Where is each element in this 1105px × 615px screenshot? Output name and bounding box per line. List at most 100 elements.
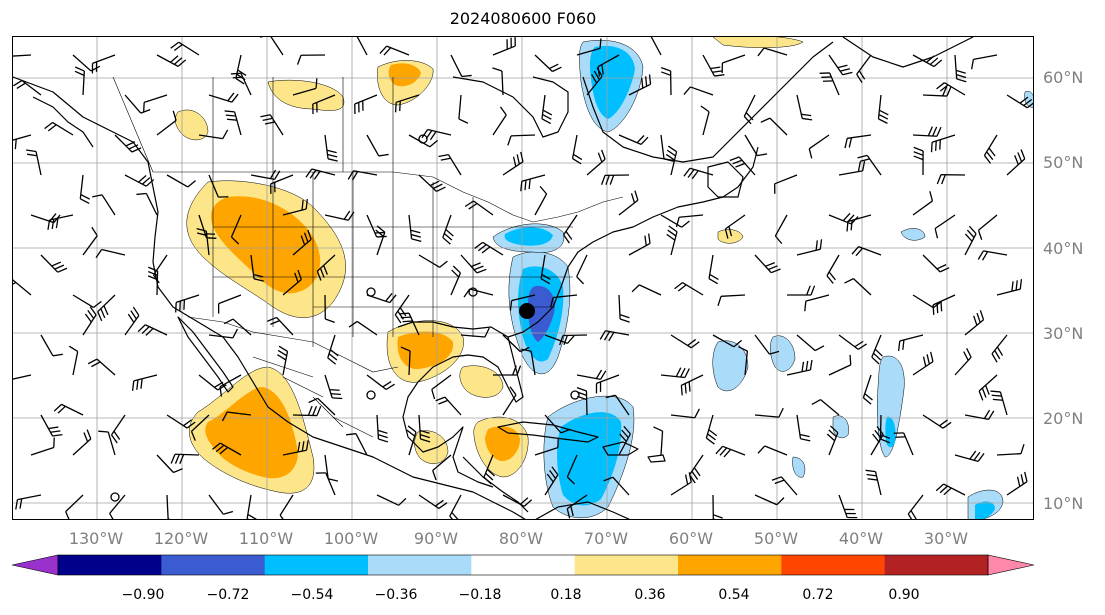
wind-barb-shaft <box>983 134 998 156</box>
wind-barb-feather <box>26 149 37 153</box>
colorbar-segments <box>11 554 1035 576</box>
wind-barb-feather <box>463 288 471 298</box>
wind-barb-feather <box>136 192 147 196</box>
coastline-atlantic-us <box>507 146 759 338</box>
wind-barb-feather <box>443 233 453 241</box>
wind-barb-feather <box>329 349 339 357</box>
wind-barb-feather <box>593 70 600 81</box>
negative-anomaly-area <box>792 456 806 478</box>
wind-barb-feather <box>231 236 240 245</box>
wind-barb-feather <box>377 434 388 439</box>
coastline-puerto-rico <box>647 454 666 463</box>
wind-barb-feather <box>389 294 397 303</box>
wind-barb-feather <box>431 389 436 400</box>
wind-barb-shaft <box>612 476 630 496</box>
wind-barb-feather <box>140 109 151 114</box>
wind-barb-feather <box>724 228 729 239</box>
wind-barb-feather <box>681 220 690 228</box>
wind-barb-feather <box>770 268 781 274</box>
wind-barb-feather <box>963 351 969 361</box>
wind-barb-feather <box>922 356 927 367</box>
wind-barb-feather <box>343 210 351 220</box>
wind-barb-feather <box>760 117 771 123</box>
wind-barb-feather <box>542 109 553 116</box>
wind-barb-shaft <box>721 294 746 297</box>
coastline-labrador <box>582 41 834 163</box>
wind-barb-shaft <box>458 94 462 119</box>
wind-barb-feather <box>347 170 354 180</box>
wind-barb-feather <box>991 394 1002 397</box>
wind-barb-feather <box>429 131 437 141</box>
negative-anomaly-area <box>877 355 905 458</box>
wind-barb-shaft <box>270 37 284 56</box>
wind-barb-feather <box>438 502 448 509</box>
wind-barb-feather <box>278 345 288 352</box>
wind-barb-feather <box>316 270 322 281</box>
wind-barb-feather <box>429 180 440 187</box>
wind-barb-feather <box>849 354 852 365</box>
wind-barb-shaft <box>82 314 97 336</box>
wind-barb-feather <box>983 409 991 419</box>
wind-barb-shaft <box>191 414 210 432</box>
wind-barb-feather <box>691 170 699 180</box>
wind-barb-feather <box>830 425 839 434</box>
wind-barb-feather <box>74 66 85 72</box>
wind-barb-feather <box>55 218 59 229</box>
wind-barb-feather <box>217 384 227 391</box>
longitude-label: 100°W <box>323 529 379 548</box>
wind-barb-feather <box>936 303 939 314</box>
wind-barb-shaft <box>492 114 507 136</box>
wind-barb-feather <box>595 369 603 379</box>
wind-barb-feather <box>485 472 494 481</box>
wind-barb-feather <box>800 438 811 442</box>
wind-barb-feather <box>694 408 701 419</box>
wind-barb-feather <box>13 79 23 87</box>
wind-barb-shaft <box>431 374 452 390</box>
wind-barb-feather <box>421 129 429 139</box>
wind-barb-feather <box>540 278 551 285</box>
wind-barb-feather <box>942 421 952 429</box>
wind-barb-shaft <box>72 54 92 72</box>
wind-barb-feather <box>691 470 699 480</box>
wind-barb-feather <box>458 118 469 124</box>
wind-barb-feather <box>1011 281 1014 292</box>
wind-barb-feather <box>977 452 985 462</box>
wind-barb-feather <box>936 126 942 137</box>
wind-barb-feather <box>977 230 983 240</box>
wind-barb-feather <box>955 69 966 74</box>
wind-barb-feather <box>54 264 65 270</box>
wind-barb-feather <box>44 121 53 130</box>
wind-barb-feather <box>936 264 947 270</box>
wind-barb-feather <box>862 160 866 172</box>
wind-barb-feather <box>325 318 335 324</box>
wind-barb-shaft <box>922 414 944 429</box>
wind-barb-feather <box>596 67 603 77</box>
wind-barb-feather <box>420 434 430 439</box>
wind-barb-feather <box>996 346 1004 356</box>
latitude-label: 30°N <box>1043 324 1084 343</box>
wind-barb-shaft <box>774 174 798 185</box>
wind-barb-feather <box>932 126 938 137</box>
wind-barb-feather <box>679 367 686 378</box>
wind-barb-shaft <box>670 481 692 496</box>
wind-barb-shaft <box>269 114 284 136</box>
wind-barb-feather <box>507 135 512 146</box>
wind-barb-feather <box>13 281 17 285</box>
wind-barb-feather <box>113 430 121 440</box>
wind-barb-feather <box>309 169 317 179</box>
wind-barb-feather <box>814 345 825 352</box>
wind-barb-feather <box>303 232 309 243</box>
wind-barb-feather <box>757 153 768 157</box>
wind-barb-feather <box>683 86 691 95</box>
wind-barb-feather <box>394 314 402 324</box>
wind-barb-feather <box>846 221 849 232</box>
wind-barb-feather <box>981 251 989 261</box>
wind-barb-shaft <box>13 374 32 380</box>
wind-barb-feather <box>305 440 309 451</box>
wind-barb-feather <box>757 47 765 57</box>
wind-barb-shaft <box>874 471 882 496</box>
wind-barb-feather <box>872 433 880 443</box>
colorbar-segment <box>781 555 886 575</box>
wind-barb-shaft <box>292 87 317 96</box>
wind-barb-feather <box>802 117 813 121</box>
